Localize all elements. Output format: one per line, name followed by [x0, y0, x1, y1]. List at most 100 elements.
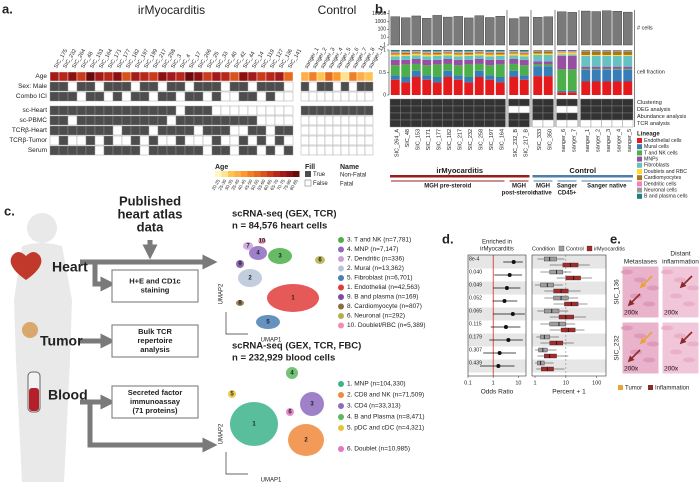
- analysis-cell: [442, 112, 454, 121]
- legend-label: T and NK cells: [644, 150, 678, 156]
- sample-label: SIC_182: [447, 129, 453, 150]
- umap-axes: [225, 312, 248, 335]
- track-cell: [166, 105, 177, 116]
- legend-dot: [338, 313, 344, 319]
- fraction-segment: [519, 65, 529, 76]
- track-cell: [256, 81, 267, 92]
- legend-label: 3. T and NK (n=7,781): [347, 237, 411, 244]
- track-cell: [175, 145, 186, 156]
- cell-count-bar: [495, 16, 505, 46]
- age-bin-label: 50-55: [250, 178, 260, 191]
- x-tick-label: 1: [492, 380, 495, 386]
- track-cell: [193, 125, 204, 136]
- track-cell: [58, 145, 69, 156]
- track-cell: [316, 115, 326, 126]
- axis-label: UMAP1: [261, 338, 282, 344]
- analysis-cell: [431, 112, 443, 121]
- sample-label: sanger_7: [572, 129, 578, 152]
- track-cell: [300, 81, 310, 92]
- fraction-segment: [474, 53, 484, 56]
- age-bin-label: 80-85: [289, 178, 299, 191]
- track-cell: [67, 145, 78, 156]
- tissue-texture: [666, 365, 678, 371]
- analysis-cell: [580, 105, 592, 114]
- track-cell: [340, 145, 350, 156]
- age-cell: [229, 71, 240, 82]
- fraction-segment: [509, 77, 519, 95]
- track-cell: [175, 115, 186, 126]
- analysis-cell: [452, 105, 464, 114]
- cell-count-bar: [557, 11, 567, 46]
- track-cell: [348, 105, 358, 116]
- tissue-texture: [674, 333, 686, 339]
- legend-dot: [338, 303, 344, 310]
- legend-label: B and plasma cells: [644, 194, 688, 200]
- sample-label: SIC_333: [537, 129, 543, 150]
- analysis-cell: [622, 98, 634, 107]
- fraction-segment: [432, 51, 442, 53]
- age-cell: [112, 71, 123, 82]
- track-cell: [58, 91, 69, 102]
- track-cell: [274, 91, 285, 102]
- umap-title: scRNA-seq (GEX, TCR, FBC): [232, 341, 361, 352]
- track-cell: [300, 105, 310, 116]
- fraction-segment: [602, 66, 612, 69]
- track-cell: [211, 91, 222, 102]
- age-swatch: [293, 171, 300, 177]
- tissue-texture: [670, 293, 682, 299]
- track-cell: [274, 81, 285, 92]
- legend-title: Fill: [305, 164, 315, 171]
- track-cell: [356, 91, 366, 102]
- fraction-segment: [623, 68, 633, 70]
- fraction-segment: [543, 76, 553, 95]
- fraction-segment: [557, 54, 567, 56]
- track-cell: [364, 135, 374, 146]
- track-cell: [58, 125, 69, 136]
- fraction-segment: [591, 68, 601, 70]
- sample-label: SIC_153: [416, 129, 422, 150]
- fraction-segment: [495, 64, 505, 77]
- legend-label: 4. B and Plasma (n=8,471): [347, 414, 425, 421]
- track-cell: [348, 81, 358, 92]
- fraction-segment: [602, 51, 612, 55]
- track-cell: [256, 91, 267, 102]
- age-bin-label: 40-45: [237, 178, 247, 191]
- age-cell: [148, 71, 159, 82]
- track-cell: [316, 135, 326, 146]
- track-cell: [67, 81, 78, 92]
- tissue-texture: [670, 349, 682, 355]
- track-cell: [348, 135, 358, 146]
- fraction-segment: [464, 82, 474, 95]
- fraction-segment: [453, 65, 463, 76]
- cell-count-bar: [543, 16, 553, 46]
- analysis-cell: [556, 98, 568, 107]
- axis-label: cell fraction: [637, 69, 665, 75]
- age-cell: [356, 71, 366, 82]
- column-label: Metastases: [624, 259, 658, 266]
- cell-count-bar: [474, 15, 484, 46]
- track-cell: [76, 105, 87, 116]
- fraction-segment: [581, 68, 591, 70]
- track-cell: [58, 81, 69, 92]
- odds-point: [503, 325, 508, 329]
- track-cell: [130, 91, 141, 102]
- fraction-segment: [443, 53, 453, 56]
- box: [544, 353, 557, 359]
- track-cell: [148, 81, 159, 92]
- odds-point: [497, 351, 502, 355]
- sample-label: SIC_264_A: [395, 129, 401, 157]
- track-cell: [364, 125, 374, 136]
- track-cell: [103, 145, 114, 156]
- cell-count-bar: [519, 16, 529, 46]
- track-cell: [166, 135, 177, 146]
- cell-count-bar: [411, 15, 421, 46]
- heart-icon: [10, 252, 42, 280]
- legend-label: True: [313, 172, 326, 178]
- analysis-cell: [556, 105, 568, 114]
- fraction-segment: [485, 54, 495, 57]
- plot-frame: [467, 254, 527, 377]
- p-value: 0.439: [469, 360, 482, 366]
- age-bin-label: 35-40: [230, 178, 240, 191]
- analysis-cell: [484, 112, 496, 121]
- track-cell: [166, 91, 177, 102]
